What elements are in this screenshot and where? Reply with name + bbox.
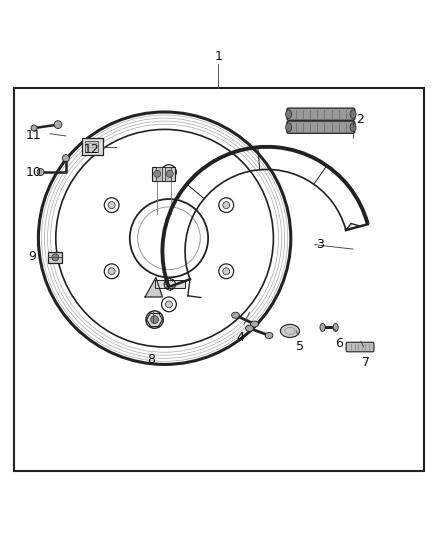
Bar xyxy=(155,280,185,288)
Polygon shape xyxy=(145,277,162,297)
Ellipse shape xyxy=(223,268,230,275)
Ellipse shape xyxy=(251,321,258,327)
Ellipse shape xyxy=(146,311,163,328)
Ellipse shape xyxy=(286,110,292,118)
Text: 11: 11 xyxy=(25,128,41,142)
Ellipse shape xyxy=(31,125,37,131)
Text: 1: 1 xyxy=(214,50,222,63)
Text: 10: 10 xyxy=(25,166,41,180)
Ellipse shape xyxy=(232,312,240,318)
Text: 4: 4 xyxy=(236,331,244,344)
Ellipse shape xyxy=(223,201,230,208)
Text: 8: 8 xyxy=(148,353,155,366)
Text: 5: 5 xyxy=(296,341,304,353)
Text: 9: 9 xyxy=(28,251,36,263)
Ellipse shape xyxy=(37,168,44,175)
Ellipse shape xyxy=(320,324,325,332)
Ellipse shape xyxy=(265,333,273,338)
Text: 6: 6 xyxy=(335,337,343,350)
Ellipse shape xyxy=(166,301,173,308)
Ellipse shape xyxy=(350,110,356,118)
Ellipse shape xyxy=(166,168,173,175)
Bar xyxy=(85,141,99,152)
Ellipse shape xyxy=(166,171,173,177)
FancyBboxPatch shape xyxy=(287,108,355,120)
Bar xyxy=(82,138,103,155)
Bar xyxy=(14,88,424,471)
Ellipse shape xyxy=(52,254,59,261)
Text: 3: 3 xyxy=(316,238,324,251)
Ellipse shape xyxy=(108,201,115,208)
Ellipse shape xyxy=(62,155,69,161)
Ellipse shape xyxy=(350,123,356,132)
FancyBboxPatch shape xyxy=(287,121,355,133)
Ellipse shape xyxy=(108,268,115,275)
Bar xyxy=(48,252,62,263)
Text: 2: 2 xyxy=(356,113,364,126)
Ellipse shape xyxy=(280,325,300,337)
Text: 7: 7 xyxy=(362,356,370,369)
Ellipse shape xyxy=(333,324,338,332)
Bar xyxy=(156,167,162,181)
FancyBboxPatch shape xyxy=(346,342,374,352)
Bar xyxy=(152,167,176,181)
Bar xyxy=(165,167,171,181)
Ellipse shape xyxy=(286,123,292,132)
Ellipse shape xyxy=(54,120,62,128)
Ellipse shape xyxy=(151,316,159,324)
Text: 12: 12 xyxy=(84,143,100,156)
Ellipse shape xyxy=(246,325,253,332)
Ellipse shape xyxy=(154,171,161,177)
